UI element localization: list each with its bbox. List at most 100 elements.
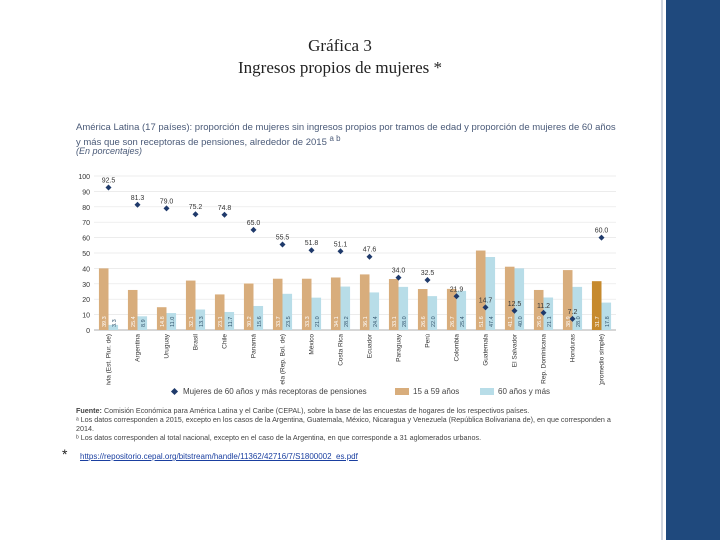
bar-label-60-plus: 28.2 xyxy=(344,316,350,327)
bar-60-plus xyxy=(601,302,612,330)
chart-svg: 0 10 20 30 40 50 60 70 80 90 100 39.3 3.3 92.5 Bolivia… xyxy=(78,174,616,385)
bar-label-60-plus: 11.7 xyxy=(228,317,234,327)
pension-marker-label: 7.2 xyxy=(568,309,578,316)
pension-marker xyxy=(134,201,141,208)
category-label: Uruguay xyxy=(164,333,171,358)
bar-label-15-59: 25.4 xyxy=(131,316,137,327)
bar-60-plus xyxy=(224,311,235,330)
bar-60-plus xyxy=(485,257,496,330)
bar-label-15-59: 32.1 xyxy=(189,316,195,327)
category-label: Argentina xyxy=(135,334,142,362)
bar-label-60-plus: 21.0 xyxy=(315,316,321,327)
bar-label-15-59: 33.1 xyxy=(392,316,398,327)
pension-marker-label: 65.0 xyxy=(247,220,261,227)
bar-60-plus xyxy=(253,305,264,330)
y-tick-label: 50 xyxy=(82,251,90,258)
bar-label-15-59: 39.3 xyxy=(102,316,108,327)
pension-marker-label: 14.7 xyxy=(479,297,493,304)
pension-marker-label: 11.2 xyxy=(537,303,550,310)
pension-marker xyxy=(569,315,576,322)
bar-label-60-plus: 13.3 xyxy=(199,316,205,327)
bar-label-15-59: 23.1 xyxy=(218,316,224,327)
bar-60-plus xyxy=(137,316,148,330)
legend-item: Mujeres de 60 años y más receptoras de p… xyxy=(170,387,367,396)
category-label: El Salvador xyxy=(512,333,519,367)
bar-label-60-plus: 40.0 xyxy=(518,316,524,327)
bar-label-15-59: 36.1 xyxy=(363,316,369,327)
y-tick-label: 60 xyxy=(82,236,90,243)
bar-label-15-59: 33.3 xyxy=(305,316,311,327)
bar-15-59 xyxy=(127,289,138,330)
pension-marker xyxy=(395,274,402,281)
bar-label-15-59: 51.6 xyxy=(479,316,485,327)
bar-15-59 xyxy=(185,280,196,330)
bar-15-59 xyxy=(330,277,341,330)
figure-heading: América Latina (17 países): proporción d… xyxy=(76,122,616,148)
y-tick-label: 40 xyxy=(82,266,90,273)
pension-marker-label: 21.9 xyxy=(450,286,464,293)
category-label: América Latina (promedio simple) xyxy=(599,334,606,385)
figure-heading-text: América Latina (17 países): proporción d… xyxy=(76,122,616,149)
pension-marker-label: 79.0 xyxy=(160,198,174,205)
bar-60-plus xyxy=(514,268,525,330)
pension-marker-label: 55.5 xyxy=(276,235,290,242)
legend-swatch xyxy=(480,388,494,396)
source-label: Fuente: xyxy=(76,406,102,415)
legend-label: 15 a 59 años xyxy=(413,387,460,396)
pension-marker-label: 81.3 xyxy=(131,195,145,202)
bar-label-60-plus: 28.0 xyxy=(402,316,408,327)
source-link[interactable]: https://repositorio.cepal.org/bitstream/… xyxy=(80,452,358,461)
pension-marker-label: 92.5 xyxy=(102,178,116,185)
pension-marker-label: 51.1 xyxy=(334,241,348,248)
bar-label-60-plus: 15.6 xyxy=(257,316,263,327)
bar-label-15-59: 38.9 xyxy=(566,316,572,327)
legend-label: Mujeres de 60 años y más receptoras de p… xyxy=(183,387,367,396)
category-label: Rep. Dominicana xyxy=(541,334,548,384)
category-label: México xyxy=(309,334,316,355)
bar-60-plus xyxy=(195,309,206,330)
pension-marker xyxy=(337,248,344,255)
pension-marker-label: 47.6 xyxy=(363,247,377,254)
bar-60-plus xyxy=(282,293,293,330)
bar-label-60-plus: 47.4 xyxy=(489,316,495,327)
bar-15-59 xyxy=(504,266,515,330)
category-label: Colombia xyxy=(454,334,461,362)
bar-label-60-plus: 24.4 xyxy=(373,316,379,327)
bar-label-15-59: 26.6 xyxy=(421,316,427,327)
bar-15-59 xyxy=(156,307,167,330)
bar-15-59 xyxy=(214,294,225,330)
bar-label-60-plus: 11.0 xyxy=(170,317,176,327)
category-label: Perú xyxy=(425,334,432,348)
bar-15-59 xyxy=(475,250,486,330)
sidebar-divider xyxy=(661,0,663,540)
pension-marker-label: 12.5 xyxy=(508,301,522,308)
pension-marker xyxy=(163,205,170,212)
pension-marker xyxy=(482,304,489,311)
y-tick-label: 30 xyxy=(82,282,90,289)
bar-60-plus xyxy=(340,286,351,330)
pension-marker xyxy=(598,234,605,241)
pension-marker xyxy=(540,309,547,316)
y-tick-label: 100 xyxy=(78,174,90,181)
bar-60-plus xyxy=(398,286,409,330)
category-label: Venezuela (Rep. Bol. de) xyxy=(280,334,287,385)
legend-swatch xyxy=(395,388,409,396)
bar-60-plus xyxy=(166,313,177,330)
pension-marker-label: 32.5 xyxy=(421,270,435,277)
bar-label-60-plus: 25.4 xyxy=(460,316,466,327)
note-b: ᵇ Los datos corresponden al total nacion… xyxy=(76,433,482,442)
y-tick-label: 10 xyxy=(82,313,90,320)
bar-15-59 xyxy=(417,289,428,330)
chart-figure: América Latina (17 países): proporción d… xyxy=(70,120,624,442)
bar-label-60-plus: 22.0 xyxy=(431,316,437,327)
pension-marker xyxy=(192,211,199,218)
legend-item: 60 años y más xyxy=(480,387,550,396)
bar-label-60-plus: 21.1 xyxy=(547,316,553,327)
y-tick-label: 90 xyxy=(82,189,90,196)
source-text: Comisión Económica para América Latina y… xyxy=(103,406,530,415)
bar-15-59 xyxy=(533,289,544,330)
bar-60-plus xyxy=(311,297,322,330)
bar-60-plus xyxy=(456,290,467,330)
note-a: ᵃ Los datos corresponden a 2015, excepto… xyxy=(76,415,611,433)
bar-15-59 xyxy=(272,278,283,330)
